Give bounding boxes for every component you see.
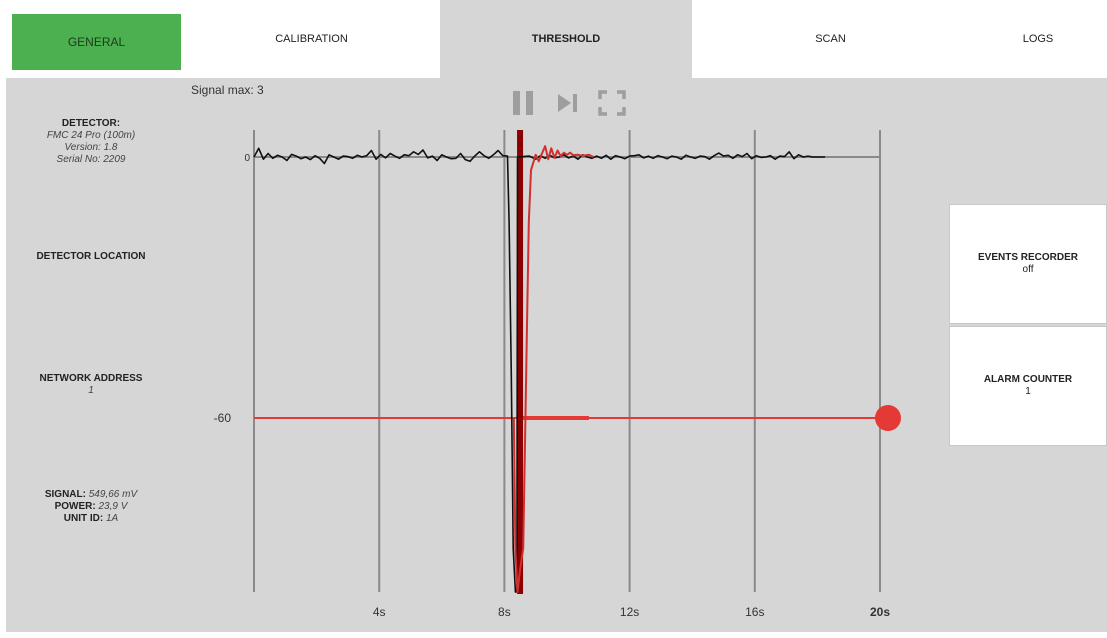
tab-general-label: GENERAL <box>67 35 126 49</box>
tab-threshold[interactable]: THRESHOLD <box>440 0 692 78</box>
pause-button[interactable] <box>511 90 537 121</box>
events-recorder-value: off <box>1022 264 1034 275</box>
tab-logs[interactable]: LOGS <box>969 0 1107 78</box>
detector-title: DETECTOR: <box>61 118 121 129</box>
network-address[interactable]: NETWORK ADDRESS 1 <box>6 373 176 397</box>
tab-logs-label: LOGS <box>1022 33 1054 45</box>
alarm-counter-value: 1 <box>1025 386 1031 397</box>
fullscreen-icon <box>598 90 626 116</box>
events-recorder-button[interactable]: EVENTS RECORDER off <box>949 204 1107 324</box>
detector-info: DETECTOR: FMC 24 Pro (100m) Version: 1.8… <box>6 118 176 166</box>
detector-model: FMC 24 Pro (100m) <box>46 130 136 141</box>
tab-calibration[interactable]: CALIBRATION <box>183 0 440 78</box>
tab-general[interactable]: GENERAL <box>12 14 181 70</box>
status-info: SIGNAL: 549,66 mV POWER: 23,9 V UNIT ID:… <box>6 489 176 525</box>
detector-location[interactable]: DETECTOR LOCATION <box>6 251 176 263</box>
unit-id-value: 1A <box>106 513 119 524</box>
fullscreen-button[interactable] <box>598 90 626 121</box>
skip-next-button[interactable] <box>555 90 581 121</box>
signal-label: SIGNAL: <box>44 489 86 500</box>
tab-scan-label: SCAN <box>815 33 846 45</box>
network-address-title: NETWORK ADDRESS <box>39 373 143 384</box>
power-value: 23,9 V <box>98 501 128 512</box>
pause-icon <box>513 91 533 115</box>
detector-serial: Serial No: 2209 <box>56 154 126 165</box>
tab-scan[interactable]: SCAN <box>692 0 969 78</box>
alarm-counter-button[interactable]: ALARM COUNTER 1 <box>949 326 1107 446</box>
signal-value: 549,66 mV <box>88 489 138 500</box>
signal-max: Signal max: 3 <box>191 83 264 97</box>
skip-next-icon <box>558 94 577 112</box>
power-label: POWER: <box>54 501 96 512</box>
detector-location-title: DETECTOR LOCATION <box>36 251 146 262</box>
alarm-counter-title: ALARM COUNTER <box>983 374 1073 385</box>
unit-id-label: UNIT ID: <box>63 513 104 524</box>
network-address-value: 1 <box>88 385 94 396</box>
tab-calibration-label: CALIBRATION <box>275 33 348 45</box>
detector-version: Version: 1.8 <box>64 142 118 153</box>
threshold-handle[interactable] <box>875 405 901 431</box>
events-recorder-title: EVENTS RECORDER <box>977 252 1078 263</box>
tab-threshold-label: THRESHOLD <box>531 33 601 45</box>
